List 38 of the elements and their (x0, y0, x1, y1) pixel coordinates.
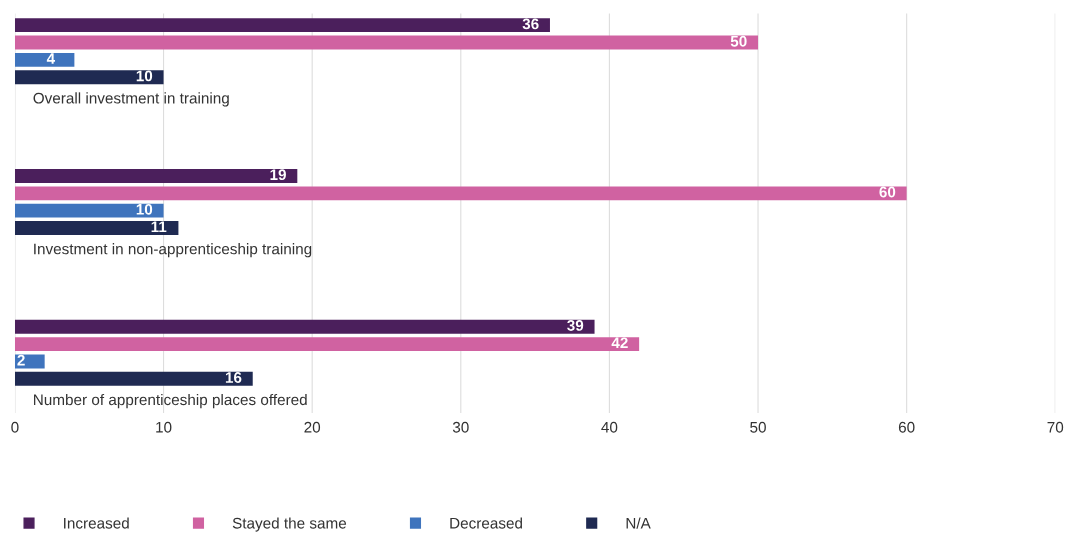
x-tick-label: 20 (304, 421, 321, 433)
bar (14, 18, 550, 33)
bar (14, 35, 759, 50)
data-label: 11 (151, 221, 167, 232)
x-tick-label: 70 (1047, 421, 1064, 433)
legend-label: Decreased (450, 517, 522, 529)
y-tick-label: Overall investment in training (33, 92, 229, 107)
bar (14, 319, 595, 334)
data-label: 2 (17, 354, 25, 366)
bar (14, 203, 164, 218)
bar (14, 186, 907, 201)
bar (14, 221, 179, 235)
data-label: 39 (567, 320, 584, 331)
x-tick-label: 40 (601, 421, 618, 433)
bar (14, 52, 75, 67)
x-tick-label: 50 (750, 421, 766, 433)
data-label: 42 (611, 337, 628, 349)
data-label: 36 (522, 18, 539, 30)
data-label: 19 (270, 169, 286, 181)
data-label: 10 (136, 203, 153, 215)
bar (14, 70, 164, 85)
legend-label: Stayed the same (232, 517, 347, 532)
x-tick-label: 30 (452, 421, 469, 433)
y-tick-label: Investment in non-apprenticeship training (34, 243, 312, 258)
y-tick-label: Number of apprenticeship places offered (34, 393, 307, 409)
x-tick-label: 0 (11, 421, 19, 433)
x-tick-label: 60 (898, 421, 915, 433)
data-label: 10 (136, 70, 153, 82)
bar (14, 337, 640, 352)
data-label: 60 (879, 186, 896, 198)
bar (14, 371, 253, 386)
data-label: 50 (730, 35, 747, 47)
bar (14, 169, 298, 183)
legend-label: Increased (64, 517, 129, 529)
legend-label: N/A (626, 517, 651, 529)
data-label: 4 (46, 53, 56, 64)
data-label: 16 (225, 372, 242, 383)
x-tick-label: 10 (156, 421, 172, 433)
